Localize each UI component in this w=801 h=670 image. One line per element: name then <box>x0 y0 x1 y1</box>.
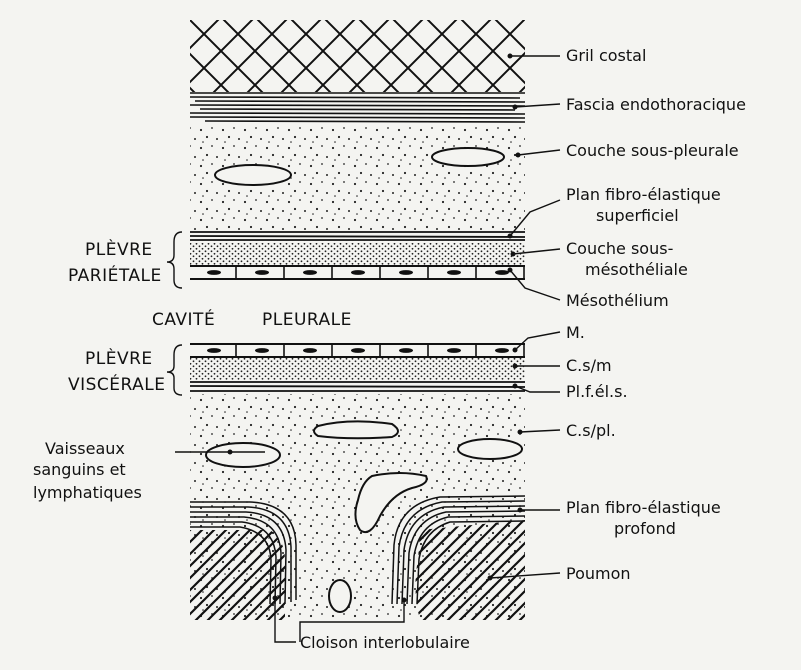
parietal-fibro-layer <box>190 231 525 241</box>
cell-nucleus <box>399 270 413 275</box>
cell-nucleus <box>495 270 509 275</box>
vessel-ellipse <box>214 164 292 186</box>
cell-nucleus <box>303 270 317 275</box>
brace-visceral <box>166 344 183 396</box>
cell-nucleus <box>255 348 269 353</box>
label-vaisseaux-line2: sanguins et <box>33 460 126 479</box>
label-plan-superficiel-line2: superficiel <box>596 206 679 225</box>
label-plan-profond-line2: profond <box>614 519 676 538</box>
label-fascia: Fascia endothoracique <box>566 95 746 114</box>
label-plfels: Pl.f.él.s. <box>566 382 628 401</box>
label-couche-sous-meso-line2: mésothéliale <box>585 260 688 279</box>
vessel-ellipse <box>313 420 399 440</box>
leader-lines <box>175 53 561 643</box>
label-poumon: Poumon <box>566 564 631 583</box>
parietal-mesothelium <box>190 265 525 280</box>
visceral-fibro-layer <box>190 381 525 392</box>
label-plan-superficiel-line1: Plan fibro-élastique <box>566 185 721 204</box>
cell-nucleus <box>351 270 365 275</box>
tissue-layers <box>190 20 525 620</box>
vessel-ellipse <box>205 442 281 468</box>
label-csm: C.s/m <box>566 356 612 375</box>
cell-nucleus <box>447 270 461 275</box>
label-cspl: C.s/pl. <box>566 421 616 440</box>
cell-nucleus <box>351 348 365 353</box>
vessel-curved <box>354 472 428 534</box>
label-plan-profond-line1: Plan fibro-élastique <box>566 498 721 517</box>
label-couche-sous-meso-line1: Couche sous- <box>566 239 673 258</box>
cell-nucleus <box>207 270 221 275</box>
label-plevre-viscerale-line2: VISCÉRALE <box>68 373 166 395</box>
label-mesothelium: Mésothélium <box>566 291 669 310</box>
deep-fibro-plane-left <box>190 501 297 605</box>
vessel-small <box>328 579 352 613</box>
lung-left <box>190 530 285 620</box>
cell-nucleus <box>255 270 269 275</box>
cell-nucleus <box>207 348 221 353</box>
cell-nucleus <box>399 348 413 353</box>
label-plevre-parietale-line1: PLÈVRE <box>85 238 153 260</box>
label-m: M. <box>566 323 585 342</box>
brace-parietal <box>166 231 183 289</box>
deep-fibro-plane-right <box>391 495 525 605</box>
label-couche-sous-pleurale: Couche sous-pleurale <box>566 141 739 160</box>
gril-costal-region <box>190 20 525 92</box>
cell-nucleus <box>447 348 461 353</box>
parietal-submesothelial-region <box>190 243 525 265</box>
vessel-ellipse <box>457 438 523 460</box>
label-plevre-viscerale-line1: PLÈVRE <box>85 347 153 369</box>
lung-right <box>415 520 525 620</box>
cell-nucleus <box>303 348 317 353</box>
cell-nucleus <box>495 348 509 353</box>
label-plevre-parietale-line2: PARIÉTALE <box>68 264 162 286</box>
label-vaisseaux-line3: lymphatiques <box>33 483 142 502</box>
label-cloison: Cloison interlobulaire <box>300 633 470 652</box>
vessel-ellipse <box>431 147 505 167</box>
label-cavite: CAVITÉ <box>152 308 215 330</box>
label-vaisseaux-line1: Vaisseaux <box>45 439 125 458</box>
label-gril-costal: Gril costal <box>566 46 646 65</box>
label-pleurale: PLEURALE <box>262 310 352 330</box>
fascia-region <box>190 92 525 123</box>
visceral-mesothelium <box>190 343 525 358</box>
visceral-submesothelial-region <box>190 358 525 380</box>
